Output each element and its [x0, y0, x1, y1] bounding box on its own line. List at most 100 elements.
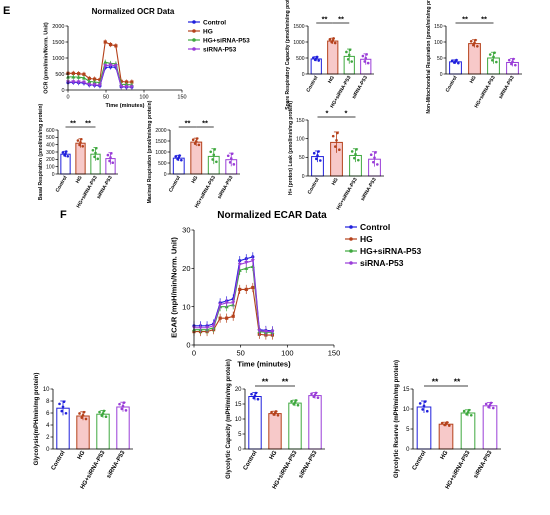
sample-point: [473, 41, 476, 45]
sample-point: [195, 137, 199, 140]
sig-label: **: [338, 15, 344, 24]
sample-point: [350, 60, 354, 63]
sample-point: [328, 38, 332, 41]
sample-point: [333, 41, 337, 45]
sample-point: [177, 156, 181, 159]
chart-title: Normalized OCR Data: [92, 7, 175, 16]
legend-marker: [349, 225, 353, 229]
data-point: [257, 329, 262, 333]
data-point: [82, 72, 86, 76]
y-tick-label: 5: [238, 432, 242, 438]
y-tick-label: 100: [434, 40, 443, 46]
sig-label: **: [262, 377, 269, 387]
sample-point: [454, 60, 457, 63]
legend-marker: [192, 47, 196, 51]
x-tick-label: siRNA-P53: [298, 449, 319, 479]
data-point: [250, 259, 255, 263]
x-tick-label: 150: [177, 95, 186, 101]
sig-label: *: [345, 109, 348, 118]
panel-label-e: E: [3, 5, 10, 17]
y-axis-label: OCR (pmol/min/Norm. Unit): [44, 22, 50, 94]
legend-label: HG+siRNA-P53: [360, 246, 421, 256]
y-tick-label: 600: [46, 128, 55, 134]
data-point: [93, 77, 97, 81]
y-tick-label: 500: [46, 135, 55, 141]
data-point: [103, 60, 108, 64]
sample-point: [78, 412, 81, 415]
legend-label: siRNA-P53: [203, 46, 237, 53]
y-tick-label: 10: [43, 387, 50, 393]
sample-point: [450, 59, 454, 62]
panel-label-f: F: [60, 209, 67, 221]
sample-point: [293, 401, 297, 404]
y-axis-label: H+ (proton) Leak (pmol/min/mg protein): [288, 101, 294, 195]
sig-label: **: [70, 119, 76, 128]
legend-label: siRNA-P53: [360, 258, 404, 268]
sample-point: [507, 58, 511, 62]
y-tick-label: 0: [164, 172, 167, 178]
x-tick-label: 50: [103, 95, 109, 101]
sample-point: [212, 153, 216, 157]
sig-label: **: [322, 15, 328, 24]
sample-point: [335, 139, 338, 142]
x-tick-label: HG: [77, 450, 87, 461]
y-tick-label: 1000: [155, 150, 166, 156]
data-point: [87, 76, 91, 81]
sample-point: [66, 154, 70, 158]
sample-point: [312, 56, 315, 59]
sample-point: [465, 412, 468, 416]
data-point: [108, 42, 113, 47]
y-axis-label: Glycolytic Capacity (mPH/min/mg protein): [226, 359, 232, 479]
sample-point: [78, 143, 81, 147]
sample-point: [193, 142, 197, 145]
sample-point: [254, 391, 258, 395]
y-tick-label: 300: [46, 150, 55, 156]
y-tick-label: 8: [46, 399, 50, 405]
legend-label: Control: [360, 222, 390, 232]
sample-point: [80, 416, 84, 419]
sample-point: [98, 410, 101, 414]
sample-point: [319, 159, 322, 162]
sample-point: [347, 53, 351, 57]
y-tick-label: 0: [302, 174, 305, 180]
y-tick-label: 0: [52, 172, 55, 178]
x-tick-label: HG: [327, 75, 336, 85]
sample-point: [94, 146, 98, 150]
x-tick-label: HG+siRNA-P53: [474, 75, 497, 109]
sample-point: [104, 415, 108, 419]
sig-label: **: [462, 15, 468, 24]
bar: [190, 141, 203, 175]
x-tick-label: 100: [139, 95, 148, 101]
y-axis-label: Glycolysis(mPH/min/mg protein): [34, 373, 40, 466]
legend: Control HG HG+siRNA-P53 siRNA-P53: [188, 19, 250, 53]
x-tick-label: Control: [305, 74, 319, 93]
sample-point: [64, 152, 67, 155]
data-point: [108, 63, 113, 68]
sample-point: [462, 409, 466, 413]
data-point: [198, 326, 203, 330]
sample-point: [81, 413, 85, 417]
y-tick-label: 1500: [52, 40, 64, 46]
sample-point: [421, 408, 424, 411]
sample-point: [317, 150, 320, 153]
bar: [468, 43, 481, 75]
sig-label: **: [481, 15, 487, 24]
sample-point: [109, 156, 112, 159]
sample-point: [121, 404, 125, 408]
sample-point: [106, 153, 110, 157]
sample-point: [124, 409, 128, 412]
sample-point: [102, 409, 106, 413]
sample-point: [232, 163, 236, 166]
y-tick-label: 10: [182, 302, 190, 311]
data-point: [97, 83, 102, 88]
sample-point: [366, 61, 370, 65]
sample-point: [81, 144, 85, 148]
y-tick-label: 0: [61, 88, 64, 94]
y-tick-label: 500: [55, 72, 64, 78]
x-tick-label: HG+siRNA-P53: [336, 177, 359, 211]
sample-point: [276, 413, 280, 417]
sig-label: *: [326, 109, 329, 118]
